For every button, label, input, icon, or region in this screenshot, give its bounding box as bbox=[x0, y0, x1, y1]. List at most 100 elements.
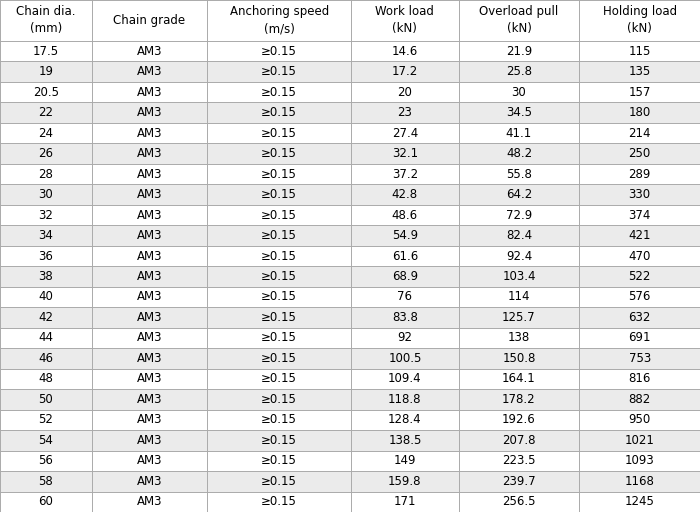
Text: 522: 522 bbox=[629, 270, 651, 283]
Text: 48.2: 48.2 bbox=[506, 147, 532, 160]
Text: 20.5: 20.5 bbox=[33, 86, 59, 99]
Bar bbox=[0, 410, 700, 430]
Text: ≥0.15: ≥0.15 bbox=[261, 331, 297, 345]
Text: 55.8: 55.8 bbox=[506, 167, 532, 181]
Text: ≥0.15: ≥0.15 bbox=[261, 372, 297, 386]
Text: 149: 149 bbox=[393, 454, 416, 467]
Text: ≥0.15: ≥0.15 bbox=[261, 270, 297, 283]
Text: 138: 138 bbox=[508, 331, 530, 345]
Bar bbox=[0, 328, 700, 348]
Text: 17.2: 17.2 bbox=[392, 65, 418, 78]
Text: ≥0.15: ≥0.15 bbox=[261, 495, 297, 508]
Text: 37.2: 37.2 bbox=[392, 167, 418, 181]
Text: ≥0.15: ≥0.15 bbox=[261, 45, 297, 58]
Text: 214: 214 bbox=[629, 126, 651, 140]
Text: AM3: AM3 bbox=[136, 270, 162, 283]
Text: 54.9: 54.9 bbox=[392, 229, 418, 242]
Text: 816: 816 bbox=[629, 372, 651, 386]
Text: 26: 26 bbox=[38, 147, 53, 160]
Text: 138.5: 138.5 bbox=[389, 434, 421, 447]
Text: 60: 60 bbox=[38, 495, 53, 508]
Text: 157: 157 bbox=[629, 86, 651, 99]
Bar bbox=[0, 102, 700, 123]
Text: 164.1: 164.1 bbox=[502, 372, 536, 386]
Bar bbox=[0, 164, 700, 184]
Text: 52: 52 bbox=[38, 413, 53, 426]
Text: 92.4: 92.4 bbox=[506, 249, 532, 263]
Text: 100.5: 100.5 bbox=[389, 352, 421, 365]
Text: ≥0.15: ≥0.15 bbox=[261, 311, 297, 324]
Text: 48: 48 bbox=[38, 372, 53, 386]
Text: ≥0.15: ≥0.15 bbox=[261, 413, 297, 426]
Bar bbox=[0, 492, 700, 512]
Text: 34.5: 34.5 bbox=[506, 106, 532, 119]
Text: 40: 40 bbox=[38, 290, 53, 304]
Text: 92: 92 bbox=[398, 331, 412, 345]
Text: 54: 54 bbox=[38, 434, 53, 447]
Text: 1168: 1168 bbox=[624, 475, 654, 488]
Text: ≥0.15: ≥0.15 bbox=[261, 147, 297, 160]
Text: AM3: AM3 bbox=[136, 311, 162, 324]
Text: 691: 691 bbox=[629, 331, 651, 345]
Text: 289: 289 bbox=[629, 167, 651, 181]
Text: ≥0.15: ≥0.15 bbox=[261, 126, 297, 140]
Text: 1093: 1093 bbox=[625, 454, 654, 467]
Text: 753: 753 bbox=[629, 352, 651, 365]
Text: 207.8: 207.8 bbox=[502, 434, 536, 447]
Bar bbox=[0, 123, 700, 143]
Text: AM3: AM3 bbox=[136, 126, 162, 140]
Text: 36: 36 bbox=[38, 249, 53, 263]
Text: AM3: AM3 bbox=[136, 290, 162, 304]
Bar bbox=[0, 348, 700, 369]
Text: ≥0.15: ≥0.15 bbox=[261, 434, 297, 447]
Text: 22: 22 bbox=[38, 106, 53, 119]
Bar bbox=[0, 143, 700, 164]
Text: 46: 46 bbox=[38, 352, 53, 365]
Text: 42: 42 bbox=[38, 311, 53, 324]
Text: Chain dia.
(mm): Chain dia. (mm) bbox=[16, 6, 76, 35]
Text: AM3: AM3 bbox=[136, 434, 162, 447]
Text: 256.5: 256.5 bbox=[502, 495, 536, 508]
Text: AM3: AM3 bbox=[136, 86, 162, 99]
Text: 330: 330 bbox=[629, 188, 651, 201]
Text: ≥0.15: ≥0.15 bbox=[261, 352, 297, 365]
Bar bbox=[0, 287, 700, 307]
Text: 135: 135 bbox=[629, 65, 651, 78]
Text: 159.8: 159.8 bbox=[388, 475, 421, 488]
Text: AM3: AM3 bbox=[136, 147, 162, 160]
Text: 223.5: 223.5 bbox=[502, 454, 536, 467]
Bar bbox=[0, 307, 700, 328]
Text: AM3: AM3 bbox=[136, 167, 162, 181]
Text: 48.6: 48.6 bbox=[392, 208, 418, 222]
Text: ≥0.15: ≥0.15 bbox=[261, 454, 297, 467]
Bar bbox=[0, 246, 700, 266]
Text: Chain grade: Chain grade bbox=[113, 14, 186, 27]
Text: AM3: AM3 bbox=[136, 475, 162, 488]
Bar bbox=[0, 205, 700, 225]
Text: 1245: 1245 bbox=[624, 495, 654, 508]
Text: 114: 114 bbox=[508, 290, 530, 304]
Text: 68.9: 68.9 bbox=[392, 270, 418, 283]
Text: 76: 76 bbox=[398, 290, 412, 304]
Bar bbox=[0, 430, 700, 451]
Bar bbox=[0, 266, 700, 287]
Text: 32: 32 bbox=[38, 208, 53, 222]
Text: 82.4: 82.4 bbox=[506, 229, 532, 242]
Text: ≥0.15: ≥0.15 bbox=[261, 65, 297, 78]
Text: AM3: AM3 bbox=[136, 495, 162, 508]
Text: AM3: AM3 bbox=[136, 45, 162, 58]
Text: 19: 19 bbox=[38, 65, 53, 78]
Text: 470: 470 bbox=[629, 249, 651, 263]
Text: 14.6: 14.6 bbox=[392, 45, 418, 58]
Bar bbox=[0, 389, 700, 410]
Text: AM3: AM3 bbox=[136, 393, 162, 406]
Text: 83.8: 83.8 bbox=[392, 311, 418, 324]
Text: AM3: AM3 bbox=[136, 413, 162, 426]
Bar bbox=[0, 82, 700, 102]
Text: 32.1: 32.1 bbox=[392, 147, 418, 160]
Text: 30: 30 bbox=[38, 188, 53, 201]
Bar bbox=[0, 41, 700, 61]
Text: 125.7: 125.7 bbox=[502, 311, 536, 324]
Text: 28: 28 bbox=[38, 167, 53, 181]
Text: 44: 44 bbox=[38, 331, 53, 345]
